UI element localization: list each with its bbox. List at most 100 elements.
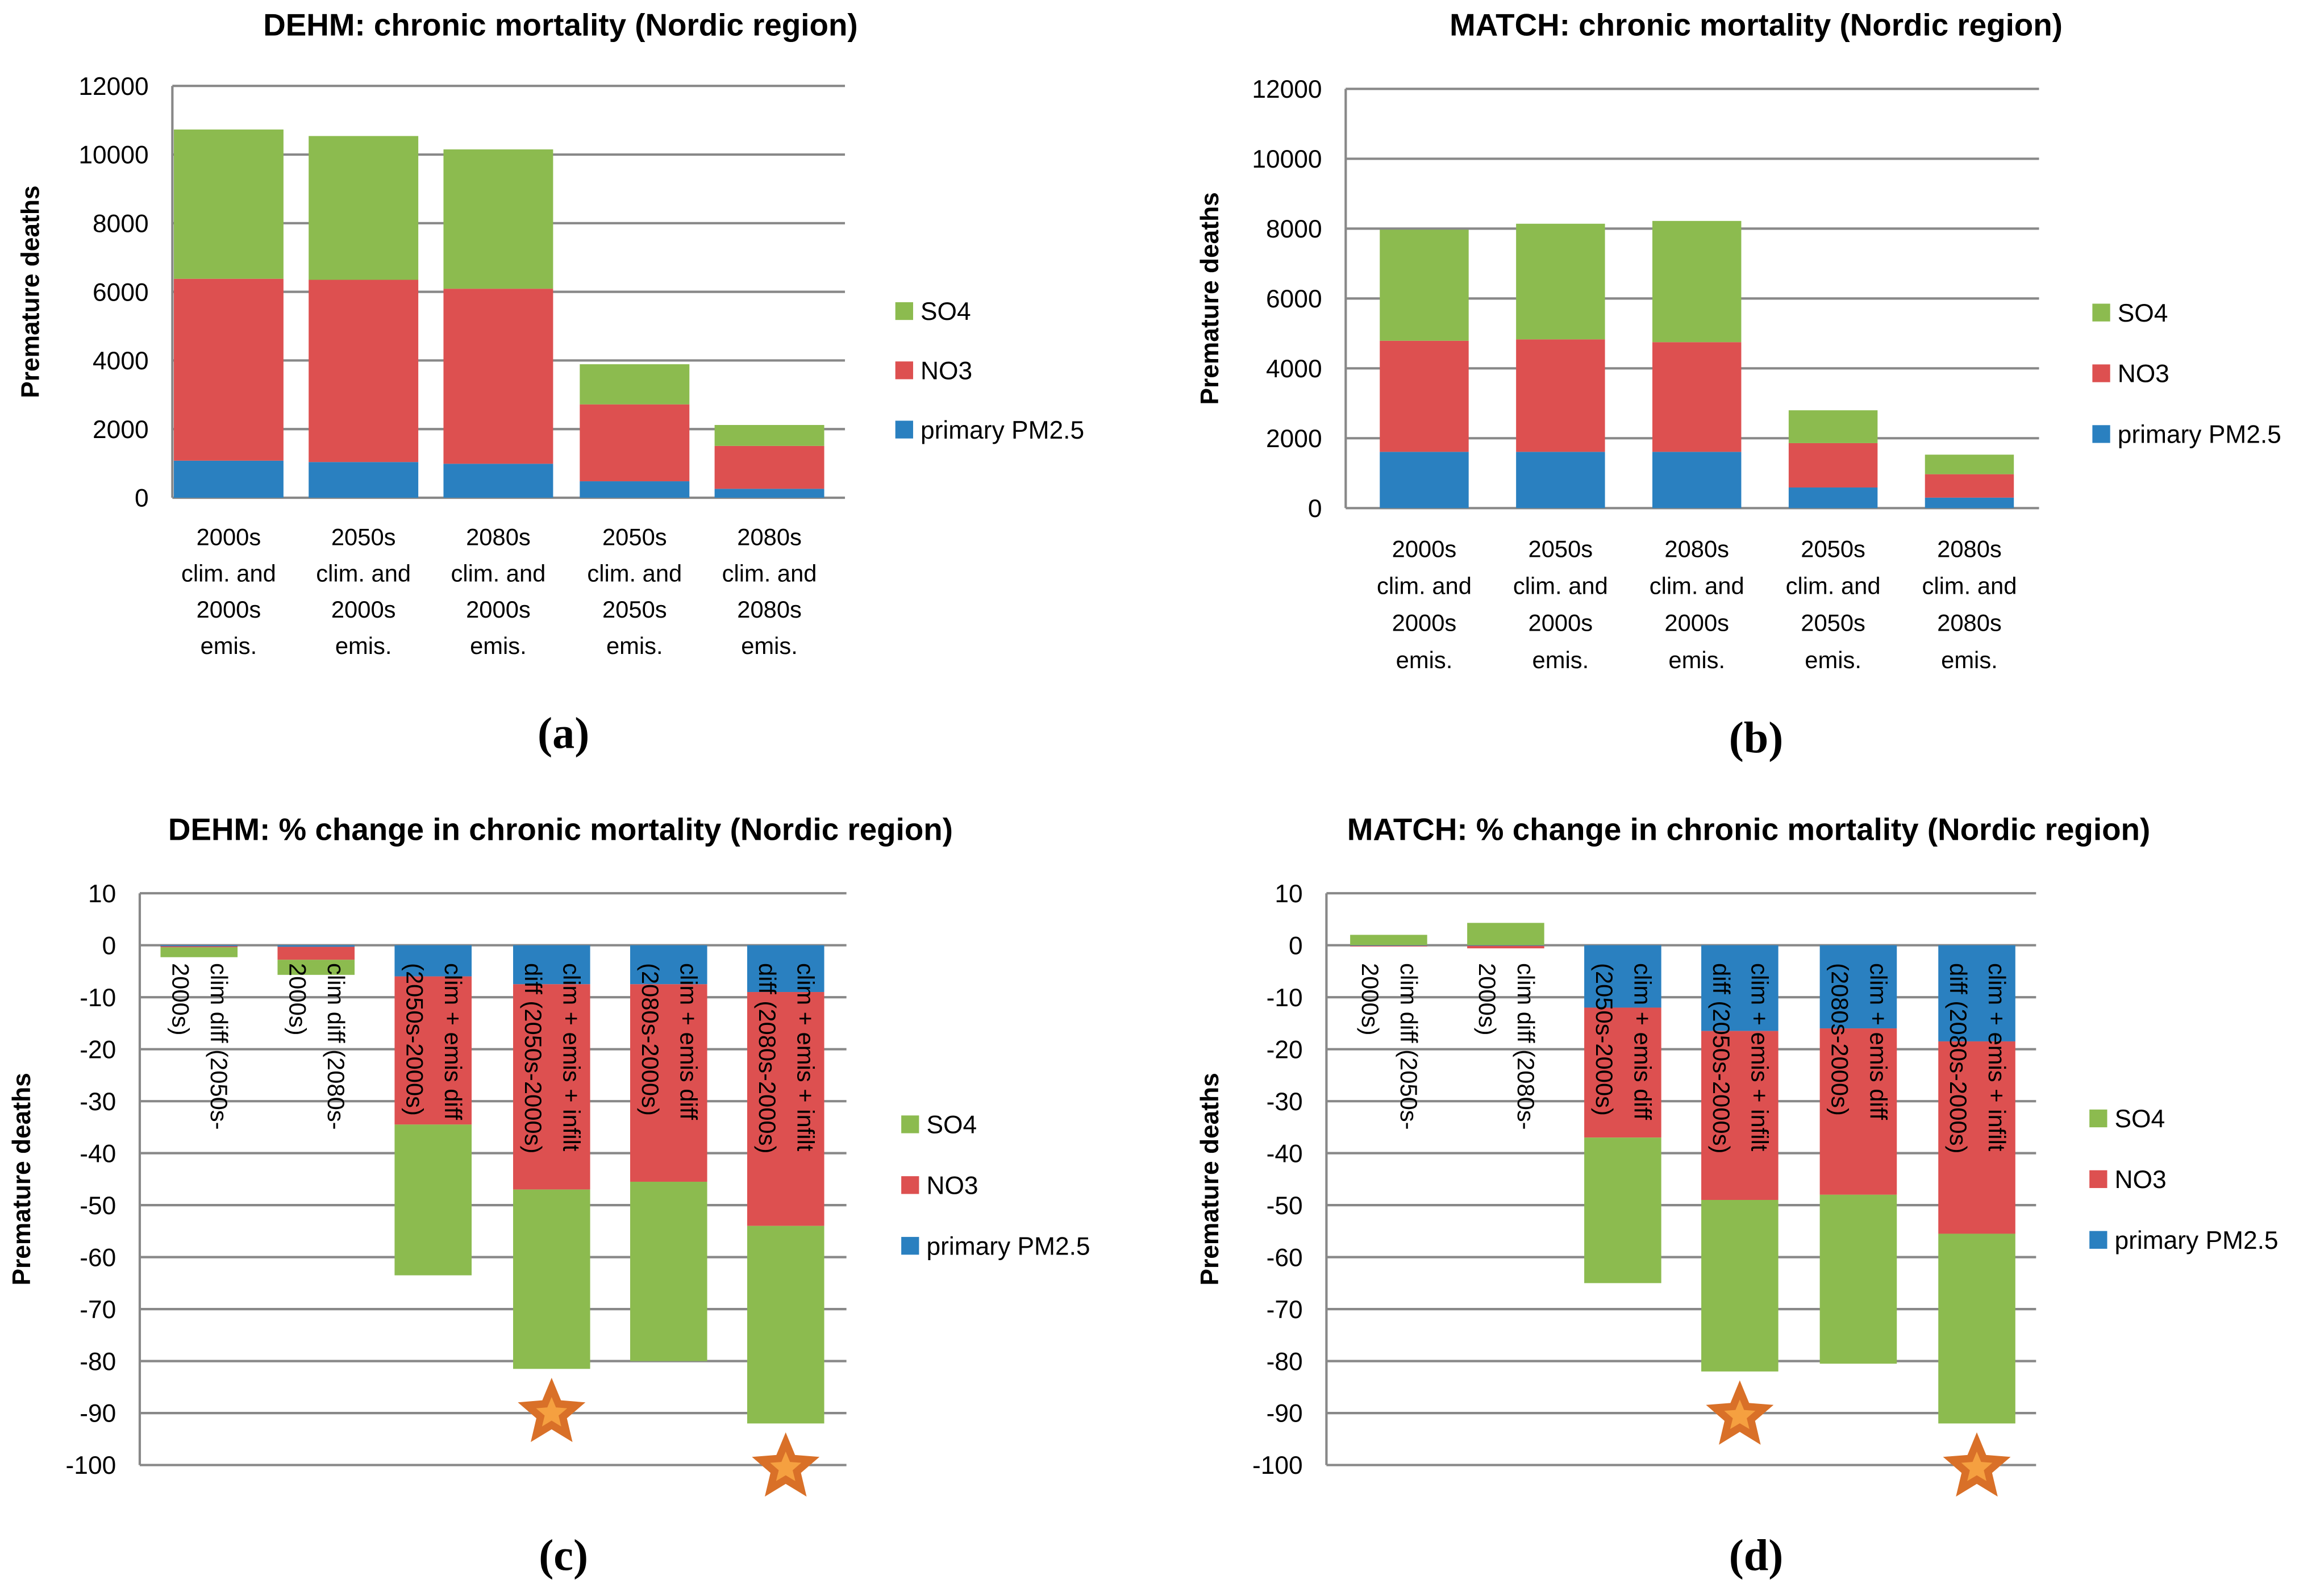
- bar-segment-so4: [1516, 223, 1605, 340]
- y-tick-label: 12000: [1252, 76, 1322, 103]
- bar-segment-no3: [513, 984, 590, 1190]
- y-tick-label: -80: [1267, 1348, 1303, 1376]
- legend-swatch: [2092, 364, 2110, 382]
- bar-segment-so4: [160, 947, 238, 957]
- y-tick-label: 10: [1275, 880, 1302, 908]
- y-tick-label: -20: [80, 1036, 116, 1064]
- y-tick-label: 2000: [93, 416, 149, 444]
- legend-label: NO3: [926, 1172, 978, 1199]
- legend-label: NO3: [2118, 360, 2169, 388]
- category-label: clim diff (2080s-: [323, 963, 349, 1130]
- legend-label: SO4: [926, 1111, 977, 1139]
- bar-segment-so4: [747, 1226, 824, 1424]
- legend-label: primary PM2.5: [2118, 421, 2281, 449]
- chart-panel-c: DEHM: % change in chronic mortality (Nor…: [8, 811, 1090, 1579]
- bar-segment-so4: [277, 960, 355, 975]
- bar-segment-no3: [277, 947, 355, 960]
- legend-label: SO4: [2118, 299, 2168, 327]
- bar-segment-primary-pm2-5: [1350, 945, 1427, 946]
- y-tick-label: 8000: [93, 210, 149, 237]
- y-tick-label: 8000: [1266, 215, 1322, 243]
- category-label: clim. and: [181, 560, 276, 586]
- bar-segment-primary-pm2-5: [394, 945, 472, 977]
- bar-segment-primary-pm2-5: [443, 464, 553, 498]
- category-label: (2050s-2000s): [1591, 963, 1618, 1116]
- category-label: emis.: [1396, 647, 1453, 673]
- bar-segment-so4: [309, 136, 419, 280]
- category-label: 2000s: [466, 596, 531, 623]
- category-label: clim diff (2050s-: [206, 963, 232, 1130]
- bar-segment-no3: [1819, 1028, 1897, 1195]
- category-label: clim. and: [451, 560, 546, 586]
- y-tick-label: -20: [1267, 1036, 1303, 1064]
- star-marker-inner: [1961, 1451, 1993, 1481]
- category-label: clim. and: [1922, 573, 2017, 599]
- legend-label: primary PM2.5: [926, 1232, 1090, 1260]
- category-label: clim. and: [1786, 573, 1881, 599]
- y-tick-label: -40: [80, 1140, 116, 1168]
- category-label: emis.: [1941, 647, 1998, 673]
- y-tick-label: 6000: [93, 278, 149, 306]
- y-tick-label: -30: [1267, 1088, 1303, 1116]
- category-label: 2080s: [737, 523, 802, 550]
- legend-swatch: [2092, 425, 2110, 443]
- category-label: 2080s: [1937, 610, 2002, 636]
- chart-panel-a: DEHM: chronic mortality (Nordic region) 0…: [17, 7, 1084, 758]
- bar-segment-primary-pm2-5: [580, 481, 690, 498]
- category-label: clim. and: [1650, 573, 1744, 599]
- bar-segment-primary-pm2-5: [173, 460, 284, 498]
- bar-segment-so4: [1938, 1233, 2015, 1424]
- y-tick-label: -40: [1267, 1140, 1303, 1168]
- category-label: 2000s: [1392, 610, 1457, 636]
- category-label: 2000s): [284, 963, 311, 1036]
- legend-swatch: [901, 1115, 919, 1133]
- category-label: emis.: [606, 632, 663, 659]
- category-label: clim + emis diff: [440, 963, 467, 1120]
- bar-segment-no3: [309, 280, 419, 462]
- category-label: 2000s: [1392, 535, 1457, 562]
- bar-segment-primary-pm2-5: [1938, 945, 2015, 1041]
- bar-segment-so4: [443, 149, 553, 289]
- category-label: 2050s: [602, 596, 667, 623]
- star-marker-inner: [1724, 1399, 1756, 1429]
- y-tick-label: -100: [1252, 1452, 1303, 1479]
- legend-label: NO3: [2114, 1166, 2166, 1194]
- bar-segment-no3: [1380, 340, 1469, 452]
- bar-segment-so4: [1819, 1194, 1897, 1364]
- bar-segment-so4: [580, 364, 690, 405]
- bar-segment-primary-pm2-5: [1652, 452, 1742, 509]
- category-label: clim + emis diff: [1865, 963, 1892, 1120]
- bar-segment-no3: [1350, 945, 1427, 947]
- bar-segment-so4: [1380, 230, 1469, 341]
- category-label: clim + emis diff: [676, 963, 702, 1120]
- y-tick-label: 10000: [78, 141, 148, 169]
- bar-segment-so4: [1652, 220, 1742, 343]
- y-tick-label: 6000: [1266, 285, 1322, 313]
- panel-label: (a): [538, 708, 589, 758]
- category-label: clim + emis + infilt: [1984, 963, 2010, 1152]
- y-axis-label: Premature deaths: [1196, 1073, 1224, 1285]
- legend-swatch: [895, 361, 913, 380]
- star-marker-inner: [770, 1451, 802, 1481]
- y-tick-label: -80: [80, 1348, 116, 1376]
- legend-label: primary PM2.5: [2114, 1227, 2278, 1254]
- legend-label: SO4: [2114, 1105, 2165, 1133]
- y-tick-label: 4000: [93, 347, 149, 375]
- y-tick-label: -10: [1267, 984, 1303, 1012]
- category-label: clim + emis + infilt: [793, 963, 819, 1152]
- category-label: clim + emis diff: [1630, 963, 1656, 1120]
- bar-segment-primary-pm2-5: [1516, 452, 1605, 509]
- category-label: 2000s): [167, 963, 194, 1036]
- legend-swatch: [2089, 1231, 2108, 1249]
- category-label: 2080s: [466, 523, 531, 550]
- bar-segment-primary-pm2-5: [1467, 945, 1544, 946]
- bar-segment-no3: [1467, 945, 1544, 949]
- y-tick-label: -50: [1267, 1192, 1303, 1220]
- category-label: 2050s: [1801, 610, 1865, 636]
- category-label: clim. and: [722, 560, 817, 586]
- category-label: 2000s: [197, 523, 261, 550]
- category-label: 2000s: [1664, 610, 1729, 636]
- bar-segment-so4: [1788, 410, 1878, 443]
- bar-segment-primary-pm2-5: [1925, 497, 2014, 509]
- category-label: (2050s-2000s): [401, 963, 428, 1116]
